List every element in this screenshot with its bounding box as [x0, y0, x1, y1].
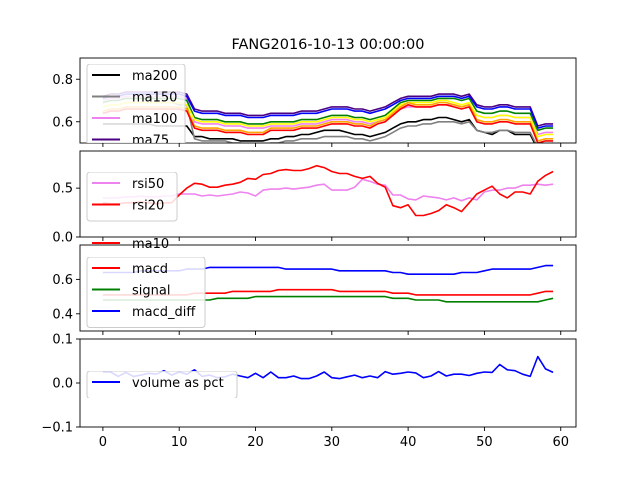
- legend-box: [86, 172, 178, 222]
- panel-rsi: 0.0 0.5 rsi50 rsi20: [52, 150, 577, 246]
- y-tick-label: 0.4: [52, 307, 73, 322]
- legend-label: rsi50: [132, 177, 164, 192]
- legend-label: ma200: [132, 69, 177, 84]
- x-tick-label: 50: [476, 435, 493, 450]
- chart-title: FANG2016-10-13 00:00:00: [231, 37, 424, 53]
- panel-ma-frame: [79, 57, 577, 144]
- panel-ma: 0.6 0.8 ma200 ma150 ma100 ma75: [52, 57, 577, 149]
- series-line-rsi20: [102, 164, 554, 217]
- panel-rsi-frame: [79, 150, 577, 238]
- legend-label: ma75: [132, 134, 169, 149]
- legend-label: ma150: [132, 91, 177, 106]
- legend-box: [86, 371, 238, 398]
- y-tick-label: 0.6: [52, 273, 73, 288]
- y-tick-label: 0.1: [52, 333, 73, 348]
- panel-ma-legend: ma200 ma150 ma100 ma75: [86, 64, 186, 149]
- legend-box: [86, 257, 206, 328]
- legend-box: [86, 64, 186, 143]
- panel-volume-legend: volume as pct: [86, 371, 238, 398]
- x-tick-label: 10: [171, 435, 188, 450]
- y-tick-label: 0.6: [52, 115, 73, 130]
- x-tick-label: 60: [552, 435, 569, 450]
- panel-macd-legend: macd signal macd_diff: [86, 257, 206, 328]
- x-tick-label: 40: [400, 435, 417, 450]
- legend-label: volume as pct: [132, 376, 224, 391]
- y-tick-label: 0.0: [52, 231, 73, 246]
- panel-rsi-lines: [102, 164, 554, 217]
- x-tick-label: 30: [324, 435, 341, 450]
- legend-label: rsi20: [132, 199, 164, 214]
- series-line-rsi50: [102, 178, 554, 202]
- panel-volume: −0.1 0.0 0.1 0 10 20 30 40 50 60 volume as pct: [41, 333, 577, 450]
- legend-label: signal: [132, 284, 170, 299]
- legend-label: ma100: [132, 112, 177, 127]
- legend-label: macd_diff: [132, 305, 196, 320]
- y-tick-label: 0.8: [52, 73, 73, 88]
- x-tick-label: 20: [247, 435, 264, 450]
- y-tick-label: 0.5: [52, 182, 73, 197]
- y-tick-label: −0.1: [41, 421, 73, 436]
- panel-rsi-legend: rsi50 rsi20: [86, 172, 178, 222]
- panel-macd: 0.4 0.6 macd signal macd_diff ma10: [52, 237, 577, 335]
- x-tick-label: 0: [99, 435, 107, 450]
- legend-label: macd: [132, 262, 168, 277]
- legend-overflow-label: ma10: [132, 237, 169, 252]
- y-tick-label: 0.0: [52, 377, 73, 392]
- panel-macd-frame: [79, 244, 577, 332]
